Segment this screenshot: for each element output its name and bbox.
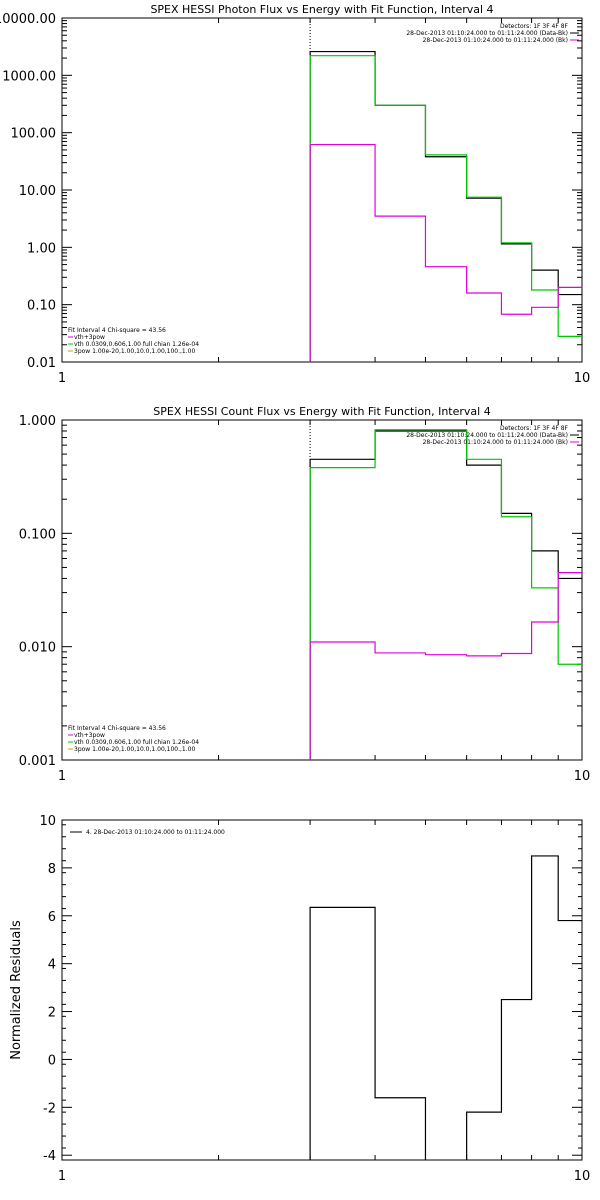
x-tick-label: 10 xyxy=(574,769,591,784)
y-tick-label: 6 xyxy=(48,910,56,925)
y-tick-label: 2 xyxy=(48,1006,56,1021)
x-tick-label: 1 xyxy=(58,1169,66,1184)
y-tick-label: 0 xyxy=(48,1053,56,1068)
series-2-line xyxy=(309,55,582,362)
plot-frame xyxy=(61,419,583,761)
y-tick-label: 8 xyxy=(48,862,56,877)
y-tick-label: 10 xyxy=(39,814,56,829)
fit-info-line: vth+3pow xyxy=(74,732,105,739)
series-1-line xyxy=(309,855,582,1160)
fit-info-line: vth+3pow xyxy=(74,334,105,341)
y-tick-label: 1000.00 xyxy=(2,69,56,84)
chart-panel-3: 1 10 -4 -2 0 2 4 6 8 10 Normalized Residuals 4. 28-… xyxy=(9,814,590,1184)
fit-info-line: Fit Interval 4 Chi-square = 43.56 xyxy=(68,725,166,732)
chart-title: SPEX HESSI Count Flux vs Energy with Fit… xyxy=(153,405,490,418)
y-tick-label: 100.00 xyxy=(11,127,57,142)
x-tick-label: 10 xyxy=(574,371,591,386)
plot-frame xyxy=(61,17,583,363)
y-tick-label: 1.00 xyxy=(27,241,56,256)
y-tick-label: 0.010 xyxy=(19,641,56,656)
info-line: 28-Dec-2013 01:10:24.000 to 01:11:24.000… xyxy=(406,30,568,37)
y-tick-label: -4 xyxy=(43,1149,56,1164)
y-axis-label: Normalized Residuals xyxy=(9,920,24,1060)
y-tick-label: 10000.00 xyxy=(0,12,56,27)
info-line: Detectors: 1F 3F 4F 8F xyxy=(500,23,569,30)
y-tick-label: 0.10 xyxy=(27,299,56,314)
series-1-line xyxy=(309,430,582,760)
chart-panel-1: SPEX HESSI Photon Flux vs Energy with Fi… xyxy=(0,3,590,386)
y-tick-label: 10.00 xyxy=(19,184,56,199)
fit-info-line: vth 0.0309,0.606,1.00 full chian 1.26e-0… xyxy=(74,341,199,348)
y-tick-label: 0.001 xyxy=(19,754,56,769)
series-1-line xyxy=(309,50,582,362)
fit-info-line: Fit Interval 4 Chi-square = 43.56 xyxy=(68,327,166,334)
x-tick-label: 1 xyxy=(58,769,66,784)
series-3-line xyxy=(309,143,582,362)
y-tick-label: 0.100 xyxy=(19,527,56,542)
fit-info-line: vth 0.0309,0.606,1.00 full chian 1.26e-0… xyxy=(74,739,199,746)
fit-info-line: 3pow 1.00e-20,1.00,10.0,1.00,100.,1.00 xyxy=(74,348,195,355)
plot-frame xyxy=(61,819,583,1161)
chart-panel-2: SPEX HESSI Count Flux vs Energy with Fit… xyxy=(19,405,590,784)
series-2-line xyxy=(309,429,582,760)
info-line: 28-Dec-2013 01:10:24.000 to 01:11:24.000… xyxy=(423,37,568,44)
y-tick-label: 0.01 xyxy=(27,356,56,371)
info-line: 28-Dec-2013 01:10:24.000 to 01:11:24.000… xyxy=(406,432,568,439)
x-tick-label: 10 xyxy=(574,1169,591,1184)
series-3-line xyxy=(309,572,582,760)
y-tick-label: -2 xyxy=(43,1101,56,1116)
x-tick-label: 1 xyxy=(58,371,66,386)
legend-entry: 4. 28-Dec-2013 01:10:24.000 to 01:11:24.… xyxy=(86,829,225,836)
info-line: 28-Dec-2013 01:10:24.000 to 01:11:24.000… xyxy=(423,439,568,446)
y-tick-label: 4 xyxy=(48,958,56,973)
chart-title: SPEX HESSI Photon Flux vs Energy with Fi… xyxy=(150,3,493,16)
y-tick-label: 1.000 xyxy=(19,414,56,429)
fit-info-line: 3pow 1.00e-20,1.00,10.0,1.00,100.,1.00 xyxy=(74,746,195,753)
info-line: Detectors: 1F 3F 4F 8F xyxy=(500,425,569,432)
